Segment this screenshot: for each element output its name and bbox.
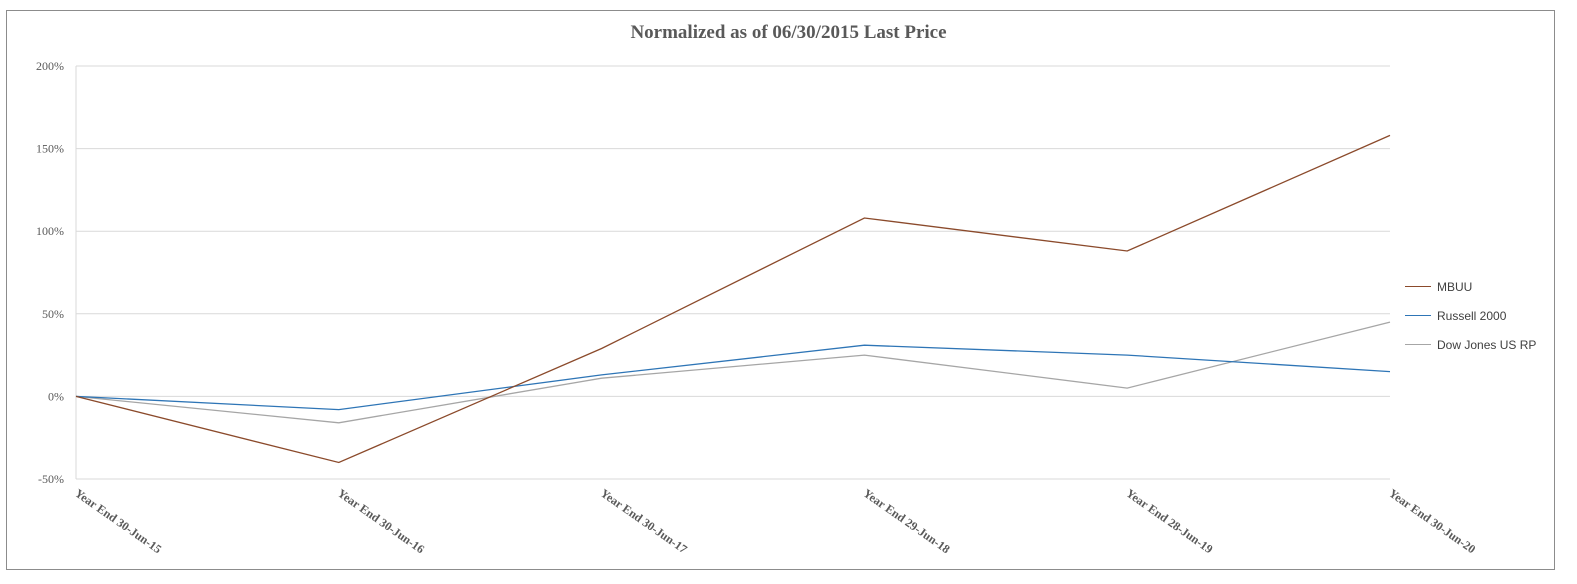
- gridlines: [75, 65, 1390, 480]
- x-tick-label: Year End 30-Jun-16: [335, 486, 427, 556]
- legend-swatch-russell-2000: [1405, 315, 1431, 316]
- legend-swatch-mbuu: [1405, 286, 1431, 287]
- y-tick-label: 100%: [36, 224, 64, 238]
- x-tick-label: Year End 29-Jun-18: [861, 486, 953, 556]
- legend-label-russell-2000: Russell 2000: [1437, 308, 1507, 323]
- y-axis-ticks: 200% 150% 100% 50% 0% -50%: [36, 59, 64, 486]
- chart-title: Normalized as of 06/30/2015 Last Price: [630, 22, 947, 43]
- x-tick-label: Year End 30-Jun-20: [1386, 486, 1478, 556]
- y-tick-label: 0%: [48, 389, 64, 403]
- y-tick-label: 50%: [42, 307, 64, 321]
- x-tick-label: Year End 30-Jun-15: [72, 486, 164, 556]
- legend-label-dow-jones-us-rp: Dow Jones US RP: [1437, 337, 1537, 352]
- legend-item-dow-jones-us-rp: Dow Jones US RP: [1405, 330, 1550, 359]
- legend-label-mbuu: MBUU: [1437, 279, 1473, 294]
- x-tick-label: Year End 28-Jun-19: [1123, 486, 1215, 556]
- y-tick-label: 150%: [36, 142, 64, 156]
- x-tick-label: Year End 30-Jun-17: [598, 486, 690, 556]
- y-tick-label: 200%: [36, 59, 64, 73]
- legend-item-mbuu: MBUU: [1405, 272, 1550, 301]
- series-line-dow-jones-us-rp: [75, 321, 1391, 424]
- chart-frame: [6, 10, 1555, 570]
- legend-swatch-dow-jones-us-rp: [1405, 344, 1431, 345]
- legend: MBUU Russell 2000 Dow Jones US RP: [1405, 272, 1550, 359]
- series-line-russell-2000: [75, 344, 1391, 411]
- y-tick-label: -50%: [38, 472, 64, 486]
- series-line-mbuu: [75, 134, 1391, 464]
- series-lines: [75, 134, 1391, 464]
- legend-item-russell-2000: Russell 2000: [1405, 301, 1550, 330]
- x-axis-ticks: Year End 30-Jun-15 Year End 30-Jun-16 Year…: [72, 486, 1478, 556]
